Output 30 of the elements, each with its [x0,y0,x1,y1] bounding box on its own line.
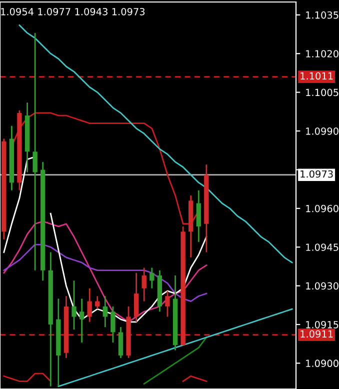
candlestick [150,267,154,290]
y-tick-label: 1.0930 [306,282,338,290]
y-tick-label: 1.0900 [306,360,338,368]
candlestick [196,190,201,243]
y-tick-label: 1.0915 [306,320,338,328]
candlestick [102,295,108,328]
line-series [143,336,208,385]
candlestick [79,298,84,344]
candlestick [110,306,116,344]
candlestick [118,326,124,359]
candlestick [142,267,146,302]
ref-line-label: 1.0911 [300,330,333,338]
candlestick [95,295,100,310]
candlestick [134,272,139,323]
y-tick-label: 1.1005 [306,88,338,96]
y-tick-label: 1.0945 [306,244,338,251]
line-series [58,308,293,388]
y-tick-label: 1.0990 [306,127,338,135]
annotation: 1.0954 1.0977 1.0943 1.0973 [1,8,145,16]
ref-line-label: 1.0973 [300,170,333,178]
y-tick-label: 1.1020 [306,50,338,58]
y-tick-label: 1.1035 [306,11,338,19]
ref-line-label: 1.1011 [300,72,333,80]
candlestick [87,288,92,323]
line-series [3,244,208,302]
y-tick-label: 1.0960 [306,204,338,212]
line-series [18,24,293,264]
candlestick [72,280,76,330]
candlestick [32,32,38,272]
candlestick [165,290,170,318]
